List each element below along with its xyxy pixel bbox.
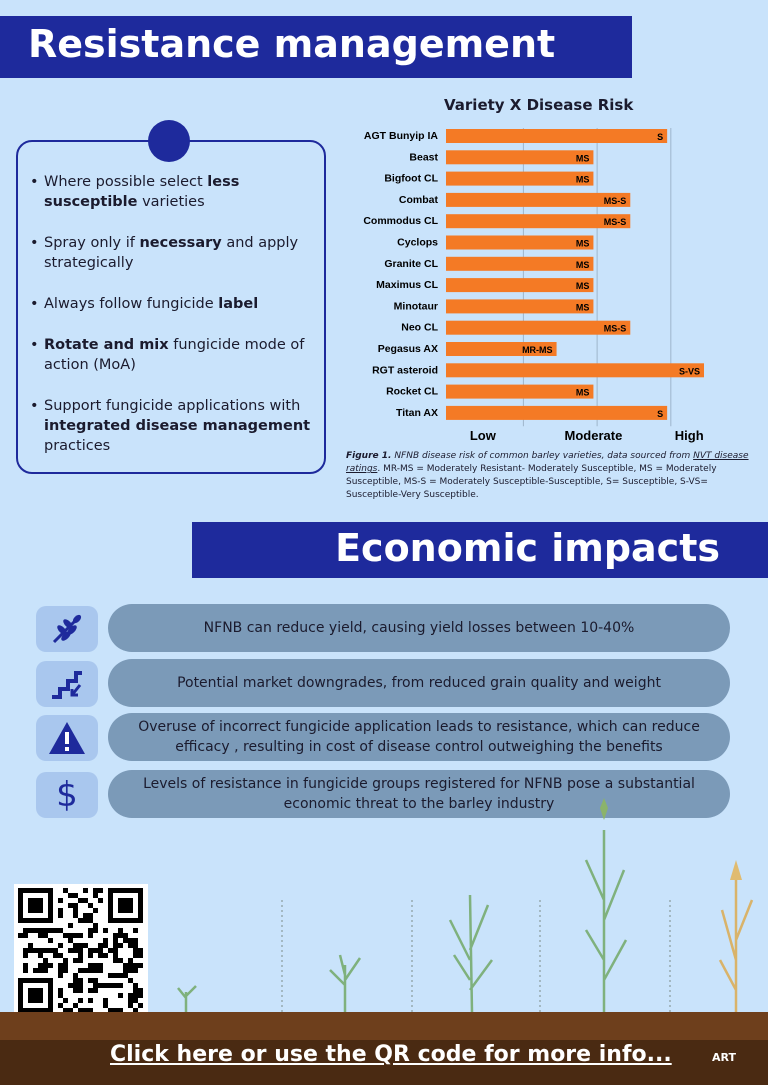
risk-label: MS (576, 260, 590, 270)
risk-label: MS-S (604, 217, 627, 227)
category-label: Rocket CL (386, 386, 439, 398)
risk-bar (446, 278, 594, 293)
econ-text: Levels of resistance in fungicide groups… (108, 770, 730, 818)
category-label: Neo CL (401, 322, 438, 334)
risk-bar (446, 192, 631, 207)
nvt-link[interactable]: NVT disease ratings (346, 451, 749, 474)
risk-label: MS (576, 388, 590, 398)
organisation-logo: ART (712, 1051, 736, 1064)
tip-item: Where possible select less susceptible v… (30, 172, 326, 212)
qr-code[interactable] (14, 884, 148, 1018)
category-label: Commodus CL (363, 215, 438, 227)
risk-label: S (657, 409, 663, 419)
qr-code-pattern (18, 888, 143, 1013)
risk-label: MS (576, 175, 590, 185)
category-label: Beast (409, 151, 438, 163)
x-axis-label: High (675, 428, 704, 443)
category-label: Titan AX (396, 407, 438, 419)
risk-bar (446, 342, 557, 356)
more-info-link[interactable]: Click here or use the QR code for more i… (110, 1042, 672, 1067)
risk-label: MS (576, 302, 590, 312)
econ-row-threat: $ Levels of resistance in fungicide grou… (36, 770, 732, 818)
tips-card: Where possible select less susceptible v… (16, 140, 326, 474)
category-label: Combat (399, 194, 439, 206)
risk-bar (446, 405, 668, 420)
risk-bar (446, 235, 594, 250)
category-label: AGT Bunyip IA (364, 130, 438, 142)
caption-fig-label: Figure 1. (346, 451, 392, 461)
risk-bar (446, 299, 594, 314)
econ-row-resistance: Overuse of incorrect fungicide applicati… (36, 713, 732, 761)
econ-row-yield: NFNB can reduce yield, causing yield los… (36, 604, 732, 652)
category-label: Granite CL (384, 258, 438, 270)
risk-label: MR-MS (522, 345, 553, 355)
risk-label: MS (576, 281, 590, 291)
tip-item: Always follow fungicide label (30, 294, 326, 314)
figure-caption: Figure 1. NFNB disease risk of common ba… (346, 450, 758, 502)
caption-body: . MR-MS = Moderately Resistant- Moderate… (346, 464, 717, 500)
wheat-icon (36, 606, 98, 652)
risk-label: S-VS (679, 366, 700, 376)
category-label: Bigfoot CL (384, 173, 438, 185)
risk-label: S (657, 132, 663, 142)
econ-text: Overuse of incorrect fungicide applicati… (108, 713, 730, 761)
category-label: Minotaur (394, 300, 438, 312)
tips-list: Where possible select less susceptible v… (30, 172, 326, 477)
tip-item: Rotate and mix fungicide mode of action … (30, 335, 326, 375)
risk-bar (446, 363, 704, 378)
risk-label: MS (576, 153, 590, 163)
x-axis-label: Moderate (565, 428, 623, 443)
category-label: Cyclops (397, 237, 438, 249)
risk-bar (446, 320, 631, 335)
econ-text: Potential market downgrades, from reduce… (108, 659, 730, 707)
risk-label: MS-S (604, 324, 627, 334)
economic-banner: Economic impacts (192, 522, 768, 578)
category-label: Maximus CL (376, 279, 438, 291)
title-banner: Resistance management (0, 16, 632, 78)
soil-dark (0, 1040, 768, 1085)
risk-label: MS (576, 239, 590, 249)
econ-text: NFNB can reduce yield, causing yield los… (108, 604, 730, 652)
x-axis-label: Low (470, 428, 497, 443)
downgrade-stairs-icon (36, 661, 98, 707)
risk-bar (446, 171, 594, 186)
card-dot (148, 120, 190, 162)
risk-label: MS-S (604, 196, 627, 206)
dollar-icon: $ (36, 772, 98, 818)
risk-bar (446, 214, 631, 229)
chart-title: Variety X Disease Risk (444, 96, 634, 114)
disease-risk-chart: AGT Bunyip IA S Beast MS Bigfoot CL MS Combat M… (363, 128, 704, 443)
risk-bar (446, 129, 668, 143)
page-title: Resistance management (28, 22, 556, 66)
tip-item: Support fungicide applications with inte… (30, 396, 326, 456)
risk-bar (446, 384, 594, 399)
warning-icon (36, 715, 98, 761)
risk-bar (446, 256, 594, 271)
category-label: RGT asteroid (372, 364, 438, 376)
tip-item: Spray only if necessary and apply strate… (30, 233, 326, 273)
category-label: Pegasus AX (378, 343, 438, 355)
econ-row-market: Potential market downgrades, from reduce… (36, 659, 732, 707)
economic-title: Economic impacts (335, 526, 720, 570)
caption-italic: NFNB disease risk of common barley varie… (391, 451, 694, 461)
risk-bar (446, 150, 594, 165)
